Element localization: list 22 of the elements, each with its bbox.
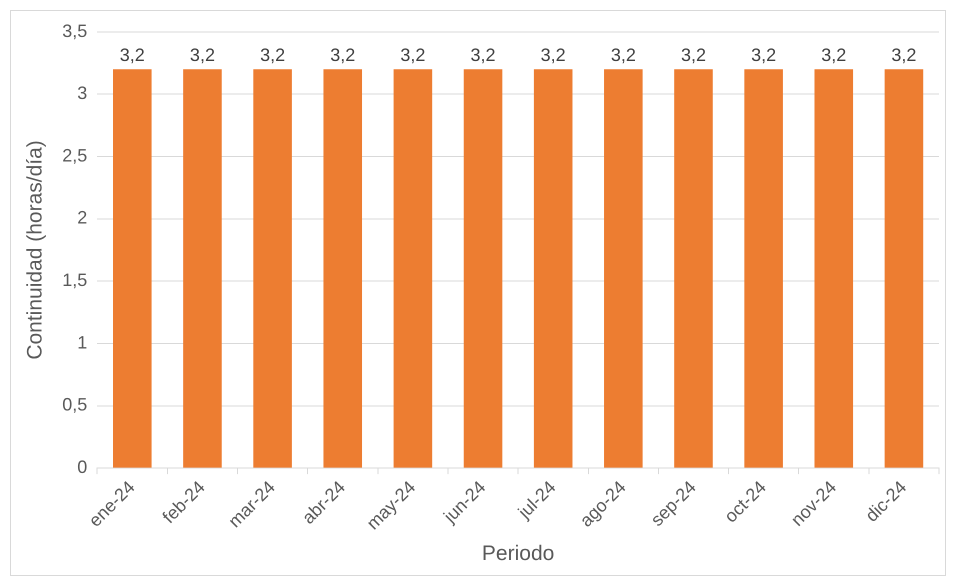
data-label: 3,2 — [821, 45, 846, 66]
y-tick-label: 2 — [77, 208, 88, 228]
x-axis-title: Periodo — [482, 542, 554, 566]
data-label: 3,2 — [540, 45, 566, 66]
data-label: 3,2 — [891, 45, 916, 66]
data-label: 3,2 — [751, 45, 776, 66]
data-label: 3,2 — [610, 45, 636, 66]
data-label: 3,2 — [680, 45, 706, 66]
data-label: 3,2 — [120, 45, 145, 66]
y-tick-label: 1 — [77, 332, 88, 352]
y-tick-label: 1,5 — [62, 270, 88, 290]
y-tick-label: 0 — [77, 457, 88, 478]
y-axis-title: Continuidad (horas/día) — [23, 140, 46, 360]
y-tick-label: 3,5 — [62, 20, 88, 41]
data-label: 3,2 — [260, 45, 286, 66]
y-tick-label: 3 — [77, 83, 88, 104]
data-label: 3,2 — [400, 45, 426, 66]
data-label: 3,2 — [330, 45, 356, 66]
data-label: 3,2 — [190, 45, 215, 66]
y-tick-label: 2,5 — [62, 145, 88, 166]
y-tick-label: 0,5 — [62, 394, 88, 415]
data-label: 3,2 — [470, 45, 496, 66]
